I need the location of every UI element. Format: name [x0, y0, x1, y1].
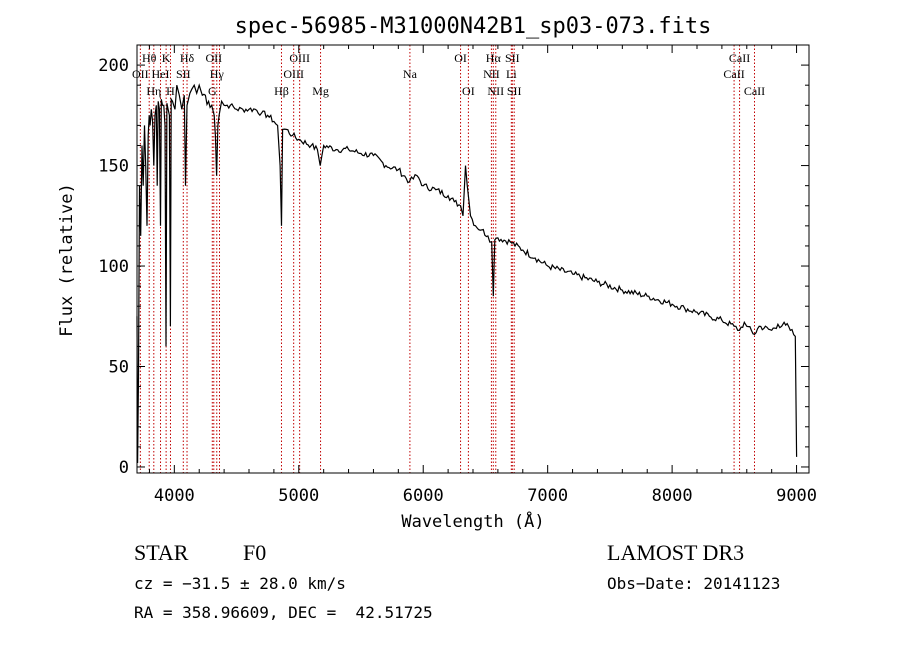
line-label: Hγ	[210, 67, 225, 81]
line-label: Mg	[312, 84, 329, 98]
x-axis-ticks: 4000 5000 6000 7000 8000 9000	[148, 45, 817, 506]
x-tick-label: 8000	[652, 486, 693, 506]
y-tick-label: 100	[98, 257, 129, 277]
x-axis-label: Wavelength (Å)	[401, 510, 544, 532]
x-tick-label: 4000	[154, 486, 195, 506]
line-label: Hα	[486, 51, 502, 65]
y-tick-label: 200	[98, 56, 129, 76]
y-tick-label: 150	[98, 157, 129, 177]
x-tick-label: 5000	[278, 486, 319, 506]
line-label: H	[166, 84, 175, 98]
object-subclass: F0	[243, 540, 267, 565]
line-label: OI	[454, 51, 467, 65]
line-label: OII	[205, 51, 222, 65]
line-label: Li	[506, 67, 517, 81]
y-tick-label: 0	[119, 458, 129, 478]
line-label: OI	[462, 84, 475, 98]
obs-date: Obs−Date: 20141123	[607, 574, 781, 593]
line-label: Na	[403, 67, 418, 81]
plot-frame	[136, 44, 810, 474]
line-label: Hθ	[142, 51, 157, 65]
line-label: CaII	[729, 51, 750, 65]
coordinates-text: RA = 358.96609, DEC = 42.51725	[134, 603, 433, 622]
x-tick-label: 7000	[527, 486, 568, 506]
y-axis-ticks: 0 50 100 150 200	[98, 56, 809, 478]
y-axis-label: Flux (relative)	[57, 183, 77, 337]
flux-series-line	[136, 83, 798, 464]
line-label: SII	[507, 84, 522, 98]
emission-line-markers	[139, 45, 755, 473]
emission-line-labels: OIIHθHηHeIKHSIIHδGOIIHγHβOIIIOIIIMgNaOIO…	[132, 51, 765, 98]
object-class: STAR	[134, 540, 189, 565]
y-tick-label: 50	[109, 358, 129, 378]
line-label: NII	[487, 84, 504, 98]
chart-title: spec-56985-M31000N42B1_sp03-073.fits	[235, 14, 712, 39]
line-label: K	[162, 51, 171, 65]
line-label: G	[208, 84, 217, 98]
line-label: NII	[483, 67, 500, 81]
x-tick-label: 6000	[403, 486, 444, 506]
line-label: SII	[176, 67, 191, 81]
line-label: Hδ	[180, 51, 195, 65]
x-tick-label: 9000	[776, 486, 817, 506]
line-label: OII	[132, 67, 149, 81]
line-label: CaII	[744, 84, 765, 98]
line-label: HeI	[152, 67, 170, 81]
line-label: SII	[505, 51, 520, 65]
line-label: Hη	[146, 84, 161, 98]
line-label: OIII	[289, 51, 310, 65]
line-label: OIII	[283, 67, 304, 81]
survey-name: LAMOST DR3	[607, 540, 745, 565]
line-label: CaII	[723, 67, 744, 81]
line-label: Hβ	[274, 84, 289, 98]
redshift-text: cz = −31.5 ± 28.0 km/s	[134, 574, 346, 593]
